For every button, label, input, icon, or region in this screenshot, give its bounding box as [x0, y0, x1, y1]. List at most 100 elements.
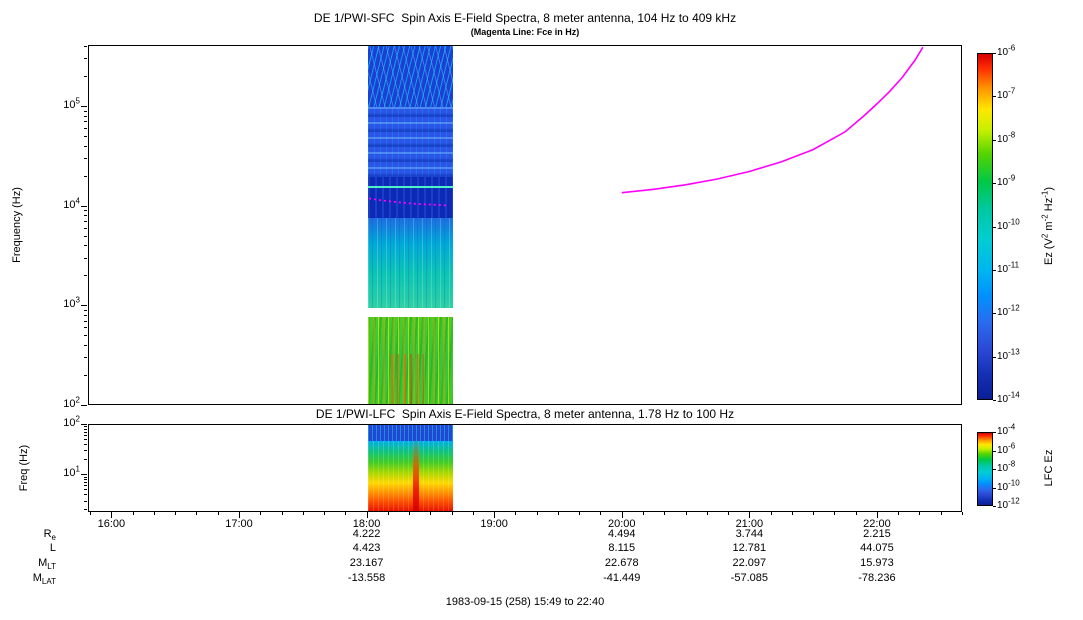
- ephemeris-value: 3.744: [735, 528, 764, 540]
- x-minor-tick: [579, 512, 581, 515]
- x-tick-label: 19:00: [480, 518, 508, 530]
- y-minor-tick: [84, 335, 87, 337]
- lfc-colorbar-label: LFC Ez: [1043, 449, 1055, 487]
- colorbar-tick-label: 10-4: [997, 422, 1016, 437]
- ephemeris-value: 15.973: [860, 557, 894, 569]
- x-minor-tick: [196, 512, 198, 515]
- colorbar-tick-label: 10-13: [997, 347, 1020, 362]
- y-minor-tick: [84, 435, 87, 437]
- y-tick-label: 101: [63, 464, 80, 480]
- y-major-tick: [81, 105, 87, 107]
- ephemeris-value: 4.494: [607, 528, 636, 540]
- x-tick-label: 22:00: [863, 518, 891, 530]
- y-minor-tick: [84, 426, 87, 428]
- lfc-title: DE 1/PWI-LFC Spin Axis E-Field Spectra, …: [315, 407, 735, 421]
- x-minor-tick: [345, 512, 347, 515]
- y-minor-tick: [84, 58, 87, 60]
- y-minor-tick: [84, 479, 87, 481]
- x-minor-tick: [387, 512, 389, 515]
- x-minor-tick: [600, 512, 602, 515]
- x-minor-tick: [281, 512, 283, 515]
- colorbar-tick-label: 10-8: [997, 459, 1016, 474]
- x-minor-tick: [898, 512, 900, 515]
- colorbar-tick: [993, 356, 996, 358]
- colorbar-tick: [993, 450, 996, 452]
- sfc-y-axis-label: Frequency (Hz): [11, 187, 23, 263]
- sfc-plot-area: [88, 45, 962, 405]
- x-minor-tick: [324, 512, 326, 515]
- y-minor-tick: [84, 439, 87, 441]
- x-tick-label: 18:00: [352, 518, 381, 530]
- lfc-region-blue-top: [367, 425, 454, 442]
- colorbar-tick-label: 10-6: [997, 441, 1016, 456]
- sfc-region-upper-mid: [367, 106, 454, 177]
- colorbar-tick: [993, 53, 996, 54]
- y-major-tick: [81, 424, 87, 425]
- x-minor-tick: [855, 512, 857, 515]
- x-minor-tick: [919, 512, 921, 515]
- y-minor-tick: [84, 45, 87, 47]
- x-major-tick: [238, 512, 240, 518]
- y-minor-tick: [84, 459, 87, 461]
- y-tick-label: 104: [63, 195, 80, 211]
- y-minor-tick: [84, 327, 87, 329]
- y-minor-tick: [84, 128, 87, 130]
- y-minor-tick: [84, 110, 87, 112]
- x-minor-tick: [472, 512, 474, 515]
- x-major-tick: [876, 512, 878, 518]
- footer-date-range: 1983-09-15 (258) 15:49 to 22:40: [445, 596, 605, 608]
- x-minor-tick: [813, 512, 815, 515]
- ephemeris-value: 2.215: [863, 528, 891, 540]
- colorbar-tick: [993, 183, 996, 185]
- x-minor-tick: [685, 512, 687, 515]
- x-major-tick: [111, 512, 113, 518]
- x-minor-tick: [217, 512, 219, 515]
- x-minor-tick: [728, 512, 730, 515]
- x-minor-tick: [940, 512, 942, 515]
- x-minor-tick: [536, 512, 538, 515]
- ephemeris-value: 44.075: [860, 542, 894, 554]
- ephemeris-value: 4.222: [352, 528, 381, 540]
- ephemeris-value: -57.085: [730, 572, 768, 584]
- y-minor-tick: [84, 476, 87, 478]
- y-minor-tick: [84, 175, 87, 177]
- x-tick-label: 16:00: [97, 518, 126, 530]
- x-minor-tick: [260, 512, 262, 515]
- y-minor-tick: [84, 115, 87, 117]
- x-minor-tick: [175, 512, 177, 515]
- lfc-region-red-column: [412, 438, 419, 511]
- y-tick-label: 102: [63, 395, 80, 410]
- ephemeris-row-label: MLAT: [32, 572, 56, 587]
- sfc-region-high-freq: [367, 46, 454, 107]
- colorbar-tick-label: 10-7: [997, 87, 1016, 102]
- ephemeris-row-label: Re: [43, 528, 56, 543]
- y-minor-tick: [84, 227, 87, 229]
- x-tick-label: 20:00: [607, 518, 636, 530]
- x-minor-tick: [961, 512, 963, 515]
- ephemeris-value: -13.558: [347, 572, 386, 584]
- colorbar-tick-label: 10-12: [997, 496, 1020, 511]
- y-minor-tick: [84, 344, 87, 346]
- y-minor-tick: [84, 245, 87, 247]
- y-minor-tick: [84, 314, 87, 316]
- colorbar-tick-label: 10-11: [997, 260, 1020, 275]
- colorbar-tick-label: 10-12: [997, 303, 1020, 319]
- y-minor-tick: [84, 374, 87, 376]
- colorbar-tick-label: 10-10: [997, 478, 1020, 493]
- y-minor-tick: [84, 428, 87, 430]
- colorbar-tick-label: 10-9: [997, 173, 1016, 189]
- colorbar-tick: [993, 226, 996, 228]
- y-minor-tick: [84, 485, 87, 487]
- y-minor-tick: [84, 135, 87, 137]
- y-minor-tick: [84, 500, 87, 502]
- ephemeris-value: 22.097: [732, 557, 767, 569]
- colorbar-tick-label: 10-6: [997, 43, 1016, 58]
- x-minor-tick: [557, 512, 559, 515]
- x-major-tick: [621, 512, 623, 518]
- sfc-region-hot-streaks: [391, 353, 424, 404]
- lfc-plot-area: [88, 424, 962, 512]
- y-minor-tick: [84, 309, 87, 311]
- colorbar-tick: [993, 139, 996, 141]
- x-minor-tick: [664, 512, 666, 515]
- y-minor-tick: [84, 215, 87, 217]
